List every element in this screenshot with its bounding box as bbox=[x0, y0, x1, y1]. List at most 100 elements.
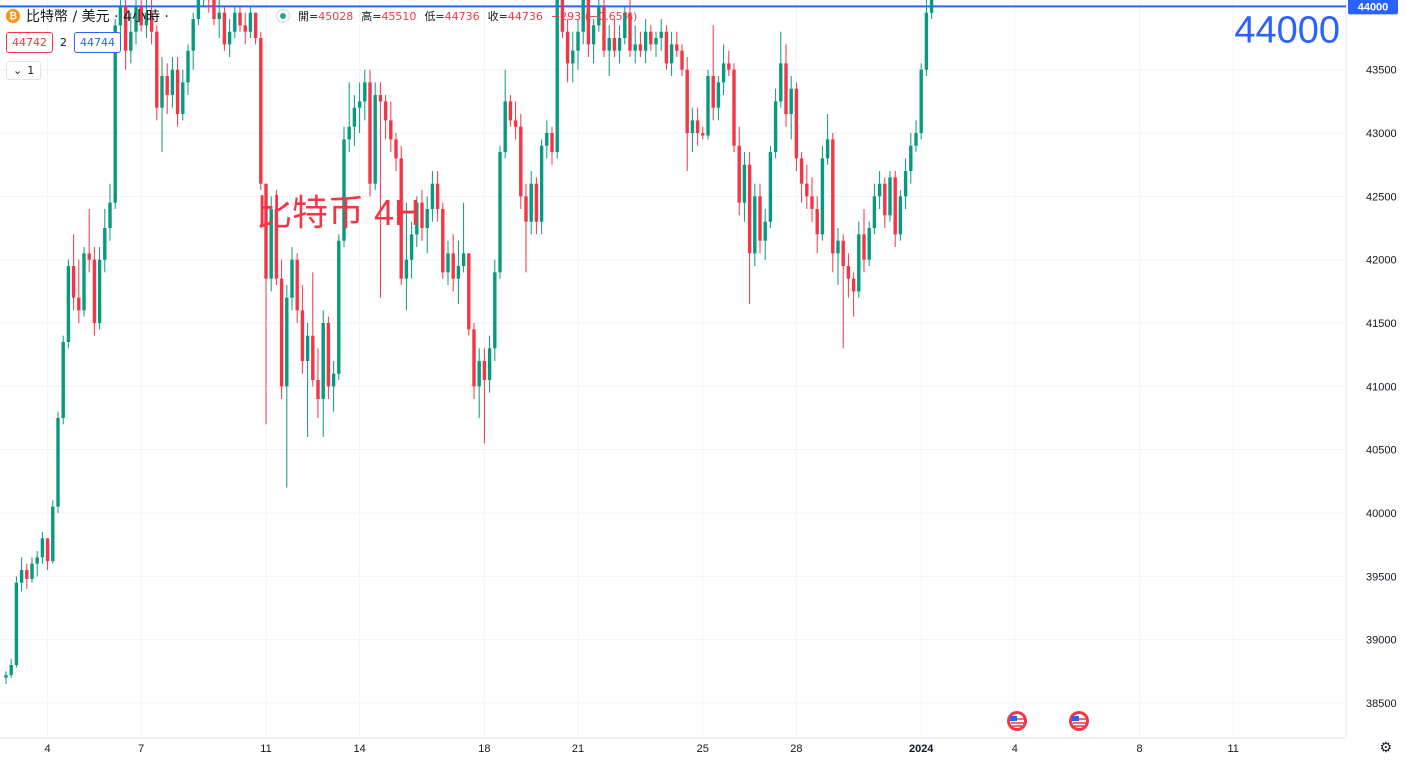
candle-body bbox=[175, 69, 180, 115]
candle-body bbox=[45, 538, 50, 562]
candle-body bbox=[680, 50, 684, 70]
candle-body bbox=[721, 63, 726, 83]
candle-body bbox=[217, 12, 221, 20]
candle-body bbox=[805, 183, 809, 197]
horizontal-lines: 480004700044000 bbox=[0, 5, 1346, 51]
candle-body bbox=[825, 139, 830, 159]
time-tick-label: 4 bbox=[45, 743, 51, 755]
candle-body bbox=[841, 240, 845, 267]
price-tick-label: 41000 bbox=[1366, 381, 1397, 393]
candle-body bbox=[191, 19, 195, 51]
candle-body bbox=[732, 69, 736, 146]
candle-body bbox=[9, 665, 13, 676]
candle-body bbox=[617, 38, 622, 51]
candle-body bbox=[560, 0, 565, 32]
candle-body bbox=[123, 6, 128, 51]
gear-icon[interactable]: ⚙ bbox=[1379, 740, 1392, 756]
price-tick-label: 42500 bbox=[1366, 191, 1397, 203]
candle-body bbox=[285, 297, 289, 387]
sell-button[interactable]: 44742 bbox=[6, 32, 53, 53]
candle-body bbox=[259, 38, 263, 184]
price-tick-label: 42000 bbox=[1366, 255, 1397, 267]
candle-body bbox=[789, 88, 793, 115]
candle-body bbox=[659, 31, 663, 39]
candle-body bbox=[196, 0, 201, 20]
price-tick-label: 40500 bbox=[1366, 445, 1397, 457]
candle-body bbox=[134, 6, 138, 32]
candle-body bbox=[669, 44, 674, 64]
candle-body bbox=[347, 126, 351, 140]
candle-body bbox=[352, 107, 357, 127]
candle-body bbox=[373, 95, 377, 184]
chart-title: 比特币 4H bbox=[256, 192, 420, 233]
time-tick-label: 8 bbox=[1137, 743, 1143, 755]
level-label-44000: 44000 bbox=[1234, 9, 1340, 51]
spread-value: 2 bbox=[60, 36, 67, 49]
candle-body bbox=[690, 120, 695, 134]
candle-body bbox=[867, 228, 871, 260]
candle-body bbox=[103, 228, 107, 260]
candle-body bbox=[274, 209, 279, 279]
indicators-toggle[interactable]: ⌄ 1 bbox=[6, 61, 42, 80]
candle-body bbox=[87, 253, 91, 260]
candle-body bbox=[305, 335, 310, 362]
candle-body bbox=[264, 183, 268, 279]
candle-body bbox=[513, 120, 518, 127]
price-tick-label: 43500 bbox=[1366, 65, 1397, 77]
candle-body bbox=[477, 361, 481, 387]
candle-body bbox=[664, 31, 669, 64]
candle-body bbox=[149, 12, 154, 32]
us-flag-icon[interactable] bbox=[1069, 711, 1089, 731]
candle-body bbox=[316, 380, 320, 400]
candle-body bbox=[706, 76, 710, 136]
candle-body bbox=[716, 82, 721, 108]
symbol-header[interactable]: ₿ 比特幣 / 美元 · 4小時 · bbox=[6, 6, 169, 26]
ohlc-close: 收=44736 bbox=[487, 10, 543, 23]
candle-body bbox=[742, 164, 747, 203]
candle-body bbox=[472, 329, 476, 387]
candle-body bbox=[139, 6, 143, 26]
candle-body bbox=[290, 259, 294, 298]
price-axis-badges: 4800047000440004473636:03 bbox=[1348, 0, 1398, 15]
candle-body bbox=[181, 82, 185, 115]
price-tick-label: 40000 bbox=[1366, 508, 1397, 520]
candle-body bbox=[482, 361, 487, 381]
candle-body bbox=[253, 12, 258, 39]
indicators-count: 1 bbox=[27, 64, 35, 77]
candle-body bbox=[430, 183, 435, 210]
candle-body bbox=[903, 171, 908, 197]
candle-body bbox=[831, 139, 835, 254]
candle-body bbox=[300, 310, 305, 362]
candle-body bbox=[727, 63, 731, 70]
candle-body bbox=[711, 76, 715, 108]
candle-body bbox=[461, 253, 466, 267]
candle-body bbox=[446, 253, 450, 273]
candle-body bbox=[409, 234, 414, 260]
symbol-title[interactable]: 比特幣 / 美元 · 4小時 · bbox=[26, 9, 169, 25]
candle-body bbox=[857, 234, 861, 292]
candle-body bbox=[851, 278, 856, 292]
time-tick-label: 18 bbox=[478, 743, 490, 755]
candle-body bbox=[248, 12, 253, 32]
candle-body bbox=[685, 69, 689, 134]
candle-body bbox=[389, 120, 393, 140]
time-tick-label: 21 bbox=[572, 743, 584, 755]
candle-body bbox=[383, 101, 388, 121]
candle-body bbox=[487, 348, 492, 381]
candle-body bbox=[846, 266, 851, 279]
candle-body bbox=[753, 196, 757, 254]
candle-body bbox=[628, 12, 632, 51]
candle-body bbox=[77, 297, 81, 311]
market-status-icon[interactable] bbox=[276, 9, 290, 23]
us-flag-icon[interactable] bbox=[1007, 711, 1027, 731]
candle-body bbox=[25, 570, 29, 579]
buy-button[interactable]: 44744 bbox=[74, 32, 121, 53]
candle-body bbox=[643, 31, 648, 51]
time-tick-label: 7 bbox=[138, 743, 144, 755]
candle-body bbox=[565, 31, 570, 64]
candle-body bbox=[238, 12, 242, 26]
ohlc-change: −293 (−0.65%) bbox=[550, 9, 638, 23]
candle-body bbox=[435, 183, 440, 210]
candle-body bbox=[498, 152, 502, 273]
